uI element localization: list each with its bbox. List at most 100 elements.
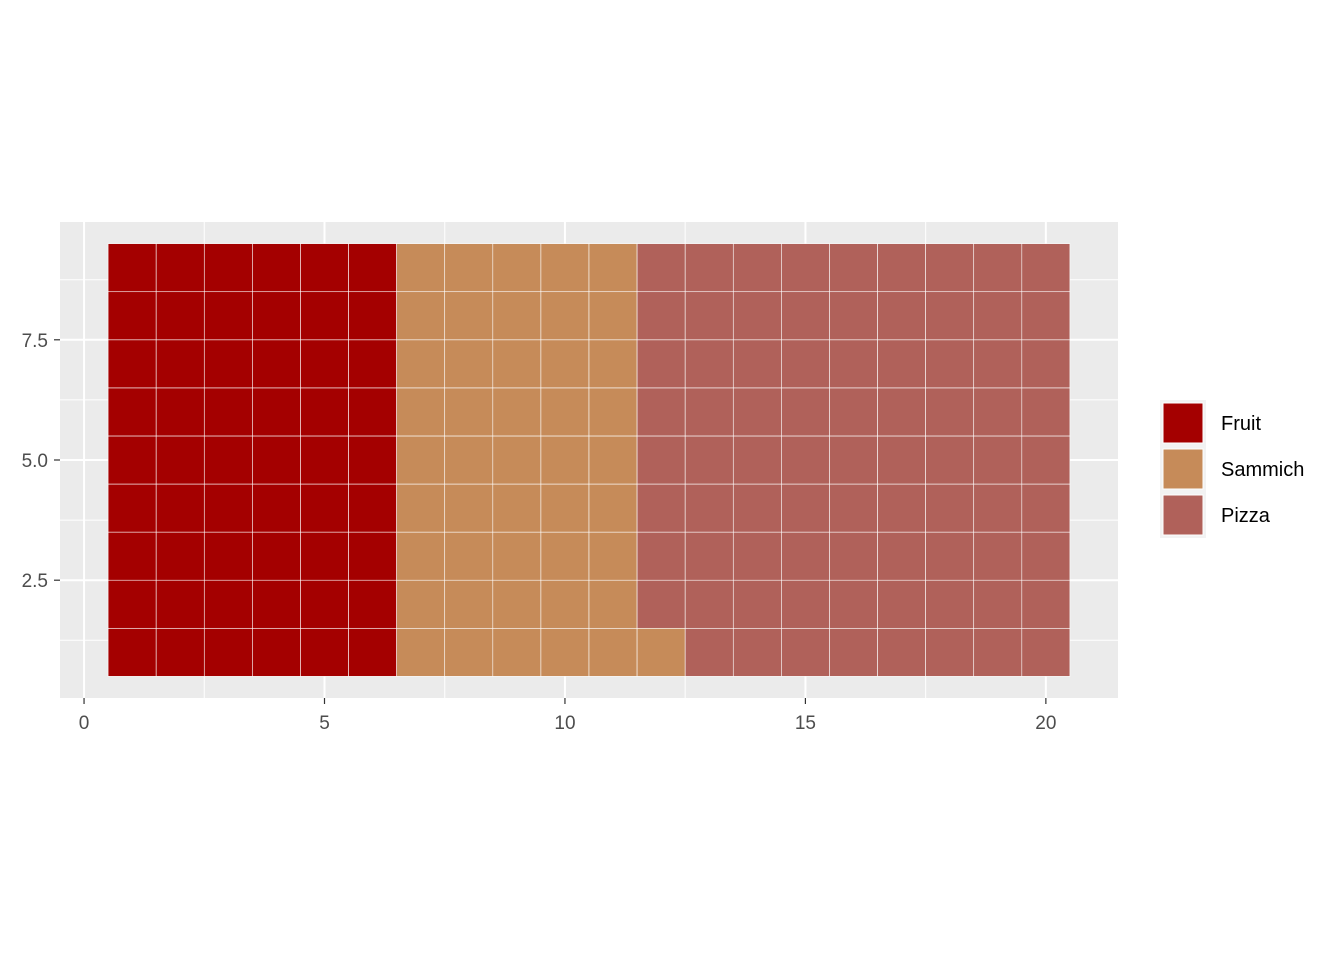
waffle-tile-pizza (829, 387, 878, 437)
waffle-tile-pizza (973, 387, 1023, 437)
waffle-tile-pizza (877, 531, 926, 581)
waffle-tile-pizza (781, 579, 830, 629)
waffle-tile-sammich (396, 387, 446, 437)
waffle-tile-fruit (348, 291, 397, 341)
waffle-tile-fruit (252, 435, 301, 485)
waffle-tile-sammich (492, 387, 542, 437)
waffle-tile-fruit (300, 531, 349, 581)
waffle-tile-pizza (925, 483, 975, 533)
waffle-tile-sammich (588, 483, 638, 533)
waffle-tile-fruit (107, 531, 157, 581)
waffle-tiles (107, 243, 1071, 677)
waffle-tile-fruit (155, 627, 205, 677)
waffle-tile-pizza (877, 627, 926, 677)
waffle-tile-pizza (973, 627, 1023, 677)
waffle-tile-fruit (252, 243, 301, 293)
waffle-tile-sammich (540, 339, 590, 389)
waffle-tile-sammich (444, 435, 494, 485)
waffle-tile-pizza (829, 531, 878, 581)
waffle-tile-pizza (829, 435, 878, 485)
waffle-tile-fruit (203, 243, 253, 293)
waffle-tile-sammich (444, 243, 494, 293)
waffle-tile-pizza (732, 243, 782, 293)
legend-label-pizza: Pizza (1221, 505, 1271, 527)
waffle-tile-pizza (829, 243, 878, 293)
waffle-tile-sammich (396, 579, 446, 629)
waffle-tile-pizza (732, 291, 782, 341)
waffle-tile-fruit (300, 243, 349, 293)
waffle-tile-fruit (252, 483, 301, 533)
waffle-tile-pizza (877, 387, 926, 437)
waffle-tile-pizza (1021, 291, 1071, 341)
waffle-tile-pizza (781, 435, 830, 485)
waffle-tile-pizza (684, 291, 734, 341)
waffle-tile-pizza (973, 243, 1023, 293)
waffle-tile-pizza (732, 339, 782, 389)
waffle-tile-pizza (684, 339, 734, 389)
waffle-tile-sammich (444, 339, 494, 389)
waffle-tile-fruit (300, 435, 349, 485)
waffle-tile-sammich (492, 483, 542, 533)
waffle-tile-fruit (300, 291, 349, 341)
waffle-tile-fruit (155, 531, 205, 581)
waffle-tile-fruit (155, 579, 205, 629)
waffle-tile-sammich (540, 291, 590, 341)
waffle-tile-sammich (444, 483, 494, 533)
waffle-tile-pizza (973, 483, 1023, 533)
waffle-tile-fruit (348, 531, 397, 581)
waffle-tile-pizza (1021, 579, 1071, 629)
waffle-tile-fruit (300, 627, 349, 677)
waffle-tile-fruit (107, 435, 157, 485)
waffle-tile-pizza (925, 627, 975, 677)
waffle-tile-sammich (492, 291, 542, 341)
waffle-tile-fruit (348, 627, 397, 677)
waffle-tile-sammich (396, 243, 446, 293)
waffle-tile-pizza (973, 435, 1023, 485)
waffle-tile-pizza (636, 579, 686, 629)
waffle-tile-pizza (877, 435, 926, 485)
waffle-tile-pizza (1021, 483, 1071, 533)
waffle-tile-pizza (925, 243, 975, 293)
waffle-tile-fruit (348, 483, 397, 533)
waffle-tile-sammich (636, 627, 686, 677)
waffle-tile-fruit (203, 627, 253, 677)
waffle-tile-pizza (1021, 531, 1071, 581)
waffle-tile-pizza (636, 291, 686, 341)
waffle-tile-sammich (540, 243, 590, 293)
waffle-tile-pizza (636, 531, 686, 581)
y-tick-label: 2.5 (22, 571, 48, 592)
x-tick-label: 0 (79, 713, 90, 734)
waffle-tile-sammich (492, 339, 542, 389)
waffle-tile-fruit (300, 339, 349, 389)
waffle-tile-sammich (540, 579, 590, 629)
waffle-tile-fruit (252, 339, 301, 389)
waffle-tile-pizza (732, 387, 782, 437)
waffle-tile-sammich (540, 531, 590, 581)
waffle-tile-sammich (492, 243, 542, 293)
waffle-tile-sammich (492, 531, 542, 581)
x-tick-label: 15 (795, 713, 816, 734)
waffle-tile-pizza (829, 483, 878, 533)
waffle-tile-pizza (877, 339, 926, 389)
waffle-tile-sammich (444, 291, 494, 341)
waffle-tile-pizza (732, 435, 782, 485)
waffle-tile-pizza (684, 435, 734, 485)
waffle-tile-pizza (1021, 627, 1071, 677)
waffle-tile-pizza (877, 291, 926, 341)
waffle-tile-fruit (203, 579, 253, 629)
x-axis: 0 5 10 15 20 (79, 698, 1056, 734)
waffle-tile-fruit (107, 291, 157, 341)
waffle-tile-pizza (636, 243, 686, 293)
waffle-tile-pizza (925, 291, 975, 341)
waffle-tile-pizza (684, 579, 734, 629)
waffle-tile-pizza (732, 579, 782, 629)
waffle-tile-fruit (107, 243, 157, 293)
waffle-tile-pizza (1021, 387, 1071, 437)
waffle-tile-pizza (925, 435, 975, 485)
waffle-tile-fruit (252, 531, 301, 581)
waffle-tile-pizza (829, 627, 878, 677)
waffle-tile-sammich (492, 579, 542, 629)
waffle-tile-pizza (684, 483, 734, 533)
waffle-tile-fruit (203, 339, 253, 389)
